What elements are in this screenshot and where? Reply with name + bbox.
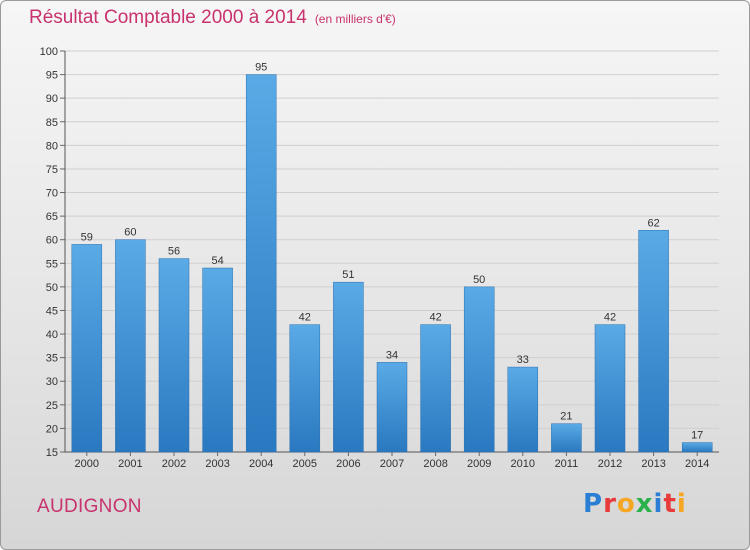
bar-value-label: 54 bbox=[211, 255, 223, 267]
bar-value-label: 42 bbox=[299, 312, 311, 324]
commune-name: AUDIGNON bbox=[37, 496, 142, 517]
bar-value-label: 51 bbox=[342, 269, 354, 281]
bar-value-label: 21 bbox=[560, 411, 572, 423]
x-tick-label: 2012 bbox=[598, 458, 622, 470]
logo-letter: o bbox=[616, 489, 636, 519]
x-tick-label: 2009 bbox=[467, 458, 491, 470]
chart-subtitle: (en milliers d'€) bbox=[314, 12, 396, 26]
y-tick-label: 35 bbox=[46, 353, 58, 365]
y-tick-label: 45 bbox=[46, 305, 58, 317]
bar bbox=[289, 324, 321, 453]
x-tick-label: 2003 bbox=[205, 458, 229, 470]
y-tick-label: 90 bbox=[46, 93, 58, 105]
x-tick-label: 2002 bbox=[162, 458, 186, 470]
bar-value-label: 95 bbox=[255, 62, 267, 74]
logo-letter: i bbox=[653, 489, 664, 519]
proxiti-logo: Proxiti bbox=[583, 489, 687, 519]
y-tick-label: 20 bbox=[46, 423, 58, 435]
logo-letter: i bbox=[676, 489, 687, 519]
bar-layer bbox=[71, 74, 713, 453]
y-tick-label: 70 bbox=[46, 188, 58, 200]
x-tick-label: 2007 bbox=[380, 458, 404, 470]
chart-title-text: Résultat Comptable 2000 à 2014 bbox=[29, 7, 307, 28]
label-layer: 59 60 56 54 95 42 51 34 42 50 33 21 42 62 17 bbox=[81, 62, 704, 442]
bar bbox=[638, 230, 669, 453]
x-tick-label: 2000 bbox=[75, 458, 99, 470]
logo-letter: r bbox=[603, 489, 617, 519]
y-tick-label: 25 bbox=[46, 400, 58, 412]
x-tick-label: 2011 bbox=[555, 458, 579, 470]
bar bbox=[463, 286, 495, 453]
bar bbox=[551, 423, 582, 453]
bar-value-label: 62 bbox=[647, 217, 659, 229]
x-tick-label: 2006 bbox=[336, 458, 360, 470]
bar bbox=[594, 324, 626, 453]
bar-value-label: 56 bbox=[168, 246, 180, 258]
bar-value-label: 60 bbox=[124, 227, 136, 239]
bar bbox=[507, 366, 539, 453]
bar bbox=[202, 267, 233, 453]
y-tick-label: 40 bbox=[46, 329, 58, 341]
x-tick-label: 2013 bbox=[641, 458, 665, 470]
bar-value-label: 42 bbox=[429, 312, 441, 324]
x-tick-label: 2001 bbox=[118, 458, 142, 470]
bar bbox=[158, 258, 190, 453]
bar bbox=[376, 362, 408, 453]
bar-value-label: 17 bbox=[691, 430, 703, 442]
bar-value-label: 33 bbox=[517, 354, 529, 366]
y-tick-label: 100 bbox=[40, 46, 58, 58]
x-tick-label: 2014 bbox=[685, 458, 709, 470]
bar-value-label: 50 bbox=[473, 274, 485, 286]
bar bbox=[115, 239, 146, 453]
x-tick-label: 2005 bbox=[293, 458, 317, 470]
y-tick-label: 80 bbox=[46, 140, 58, 152]
y-tick-label: 65 bbox=[46, 211, 58, 223]
bar-value-label: 34 bbox=[386, 349, 398, 361]
bar bbox=[681, 442, 713, 453]
y-tick-label: 55 bbox=[46, 258, 58, 270]
y-tick-label: 30 bbox=[46, 376, 58, 388]
bar bbox=[71, 244, 103, 453]
y-tick-label: 95 bbox=[46, 70, 58, 82]
bar-value-label: 59 bbox=[81, 231, 93, 243]
bar bbox=[333, 281, 364, 453]
logo-letter: P bbox=[583, 489, 604, 519]
y-tick-label: 85 bbox=[46, 117, 58, 129]
bar-value-label: 42 bbox=[604, 312, 616, 324]
y-tick-label: 60 bbox=[46, 235, 58, 247]
bar bbox=[420, 324, 451, 453]
chart-title: Résultat Comptable 2000 à 2014 (en millie… bbox=[29, 7, 396, 29]
y-tick-label: 75 bbox=[46, 164, 58, 176]
x-tick-label: 2004 bbox=[249, 458, 273, 470]
y-tick-label: 50 bbox=[46, 282, 58, 294]
x-tick-label: 2010 bbox=[511, 458, 535, 470]
x-tick-label: 2008 bbox=[423, 458, 447, 470]
bar bbox=[245, 74, 277, 453]
y-tick-label: 15 bbox=[46, 447, 58, 459]
logo-letter: t bbox=[663, 489, 677, 519]
logo-letter: x bbox=[635, 489, 654, 519]
